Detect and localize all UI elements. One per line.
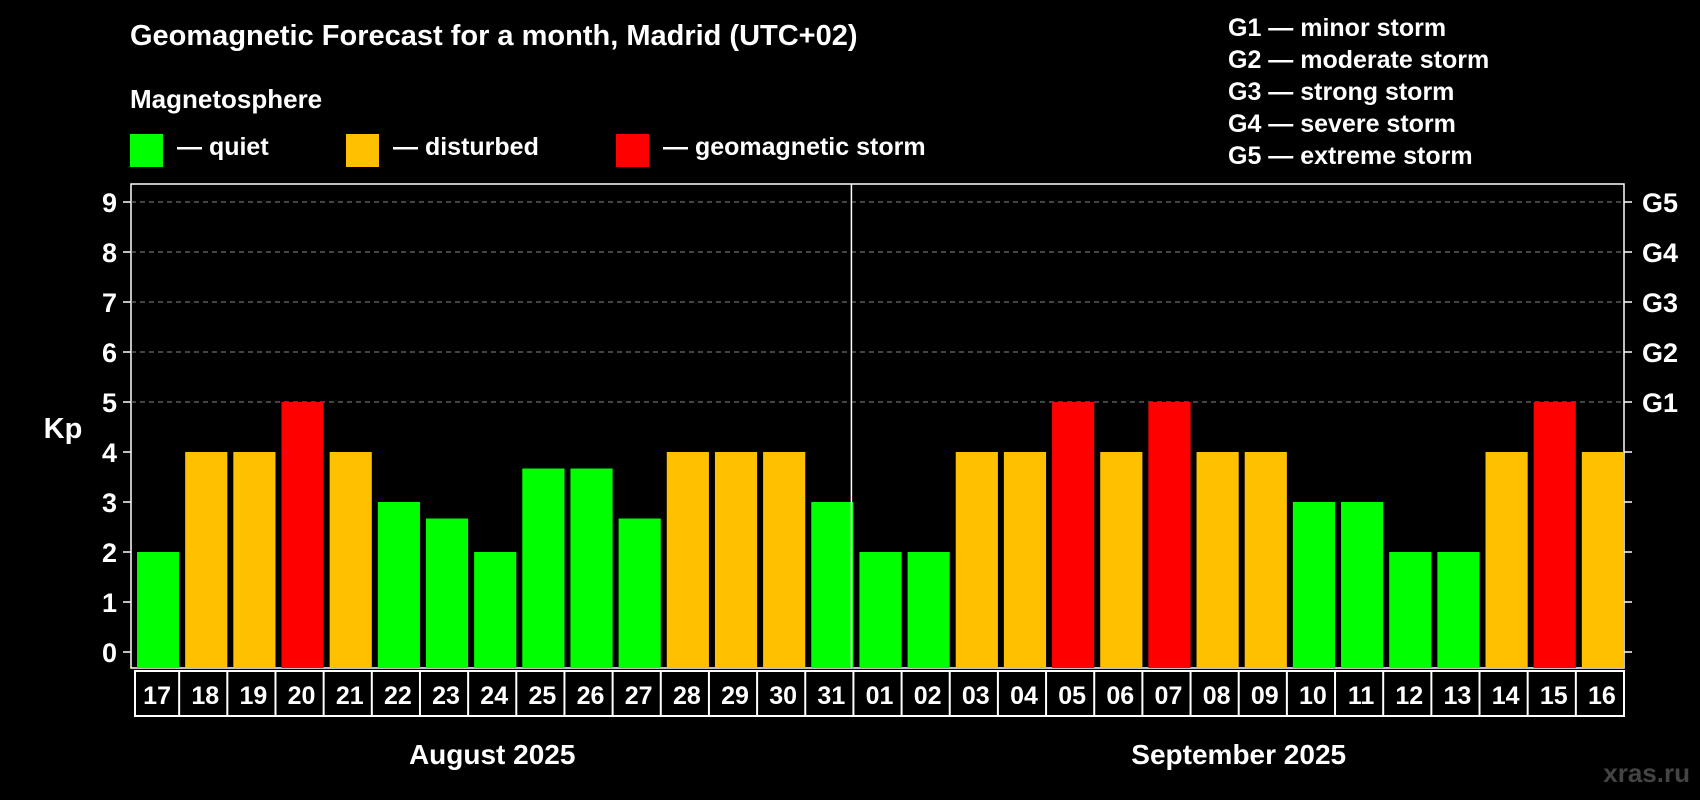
month-label: September 2025 xyxy=(1131,739,1346,770)
x-tick-label: 21 xyxy=(336,682,364,710)
y-tick-label: 9 xyxy=(102,188,117,218)
bar xyxy=(185,452,228,668)
bar xyxy=(377,502,420,668)
x-tick-label: 24 xyxy=(480,682,508,710)
y-tick-label: 6 xyxy=(102,338,117,368)
x-tick-label: 16 xyxy=(1588,682,1616,710)
x-tick-label: 27 xyxy=(625,682,653,710)
bar xyxy=(1581,452,1624,668)
x-tick-label: 03 xyxy=(962,682,990,710)
y-axis-label: Kp xyxy=(44,413,83,445)
g-scale-item-g3: G3 — strong storm xyxy=(1228,78,1455,106)
bar xyxy=(1196,452,1239,668)
chart-title: Geomagnetic Forecast for a month, Madrid… xyxy=(130,20,858,52)
right-g-label: G4 xyxy=(1642,238,1678,268)
bar xyxy=(570,468,613,668)
right-g-label: G1 xyxy=(1642,388,1678,418)
g-scale-item-g5: G5 — extreme storm xyxy=(1228,142,1473,170)
bar xyxy=(763,452,806,668)
month-label: August 2025 xyxy=(409,739,576,770)
watermark: xras.ru xyxy=(1603,758,1690,788)
y-tick-label: 8 xyxy=(102,238,117,268)
g-scale-item-g4: G4 — severe storm xyxy=(1228,110,1456,138)
bar xyxy=(522,468,565,668)
bar xyxy=(1389,552,1432,668)
y-tick-label: 2 xyxy=(102,538,117,568)
x-tick-label: 15 xyxy=(1540,682,1568,710)
bar xyxy=(1341,502,1384,668)
x-tick-label: 29 xyxy=(721,682,749,710)
x-tick-label: 28 xyxy=(673,682,701,710)
y-tick-label: 1 xyxy=(102,588,117,618)
x-tick-label: 17 xyxy=(143,682,171,710)
bar xyxy=(907,552,950,668)
x-tick-label: 08 xyxy=(1203,682,1231,710)
y-tick-label: 0 xyxy=(102,638,117,668)
bar xyxy=(618,518,661,668)
legend-label-quiet: — quiet xyxy=(177,133,269,161)
x-tick-label: 11 xyxy=(1348,682,1375,710)
legend-swatch-quiet xyxy=(130,134,163,167)
legend-swatch-storm xyxy=(616,134,649,167)
bar xyxy=(474,552,517,668)
bar xyxy=(1485,452,1528,668)
right-g-label: G3 xyxy=(1642,288,1678,318)
x-tick-label: 13 xyxy=(1444,682,1472,710)
bar xyxy=(811,502,854,668)
x-tick-label: 09 xyxy=(1251,682,1279,710)
x-tick-label: 22 xyxy=(384,682,412,710)
x-tick-label: 14 xyxy=(1492,682,1520,710)
bar xyxy=(1437,552,1480,668)
bar xyxy=(714,452,758,668)
bar xyxy=(233,452,276,668)
bar xyxy=(1533,402,1576,668)
bar xyxy=(1052,402,1095,668)
day-labels-row xyxy=(134,670,1625,717)
bar xyxy=(859,552,902,668)
g-scale-item-g2: G2 — moderate storm xyxy=(1228,46,1490,74)
x-tick-label: 18 xyxy=(191,682,219,710)
right-g-label: G5 xyxy=(1642,188,1678,218)
x-tick-label: 30 xyxy=(769,682,797,710)
x-tick-label: 12 xyxy=(1395,682,1423,710)
bar xyxy=(1100,452,1143,668)
x-tick-label: 20 xyxy=(288,682,316,710)
x-tick-label: 07 xyxy=(1155,682,1183,710)
bar xyxy=(666,452,709,668)
x-tick-label: 01 xyxy=(866,682,894,710)
y-tick-label: 3 xyxy=(102,488,117,518)
x-tick-label: 06 xyxy=(1106,682,1134,710)
legend-title: Magnetosphere xyxy=(130,84,323,114)
x-tick-label: 10 xyxy=(1299,682,1327,710)
x-tick-label: 25 xyxy=(528,682,556,710)
bar xyxy=(137,552,180,668)
x-tick-label: 02 xyxy=(914,682,942,710)
bar xyxy=(1148,402,1191,668)
x-tick-label: 31 xyxy=(817,682,845,710)
x-tick-label: 23 xyxy=(432,682,460,710)
y-tick-label: 4 xyxy=(102,438,117,468)
y-tick-label: 7 xyxy=(102,288,117,318)
right-g-label: G2 xyxy=(1642,338,1678,368)
bar xyxy=(329,452,372,668)
legend-swatch-disturbed xyxy=(346,134,379,167)
bar xyxy=(1003,452,1047,668)
x-tick-label: 05 xyxy=(1058,682,1086,710)
bar xyxy=(281,402,324,668)
x-tick-label: 26 xyxy=(577,682,605,710)
legend-label-disturbed: — disturbed xyxy=(393,133,539,161)
legend-label-storm: — geomagnetic storm xyxy=(663,133,926,161)
y-tick-label: 5 xyxy=(102,388,117,418)
bar xyxy=(425,518,469,668)
bar xyxy=(1292,502,1336,668)
x-tick-label: 04 xyxy=(1010,682,1038,710)
g-scale-item-g1: G1 — minor storm xyxy=(1228,14,1447,42)
x-tick-label: 19 xyxy=(239,682,267,710)
bar xyxy=(955,452,998,668)
bar xyxy=(1244,452,1287,668)
